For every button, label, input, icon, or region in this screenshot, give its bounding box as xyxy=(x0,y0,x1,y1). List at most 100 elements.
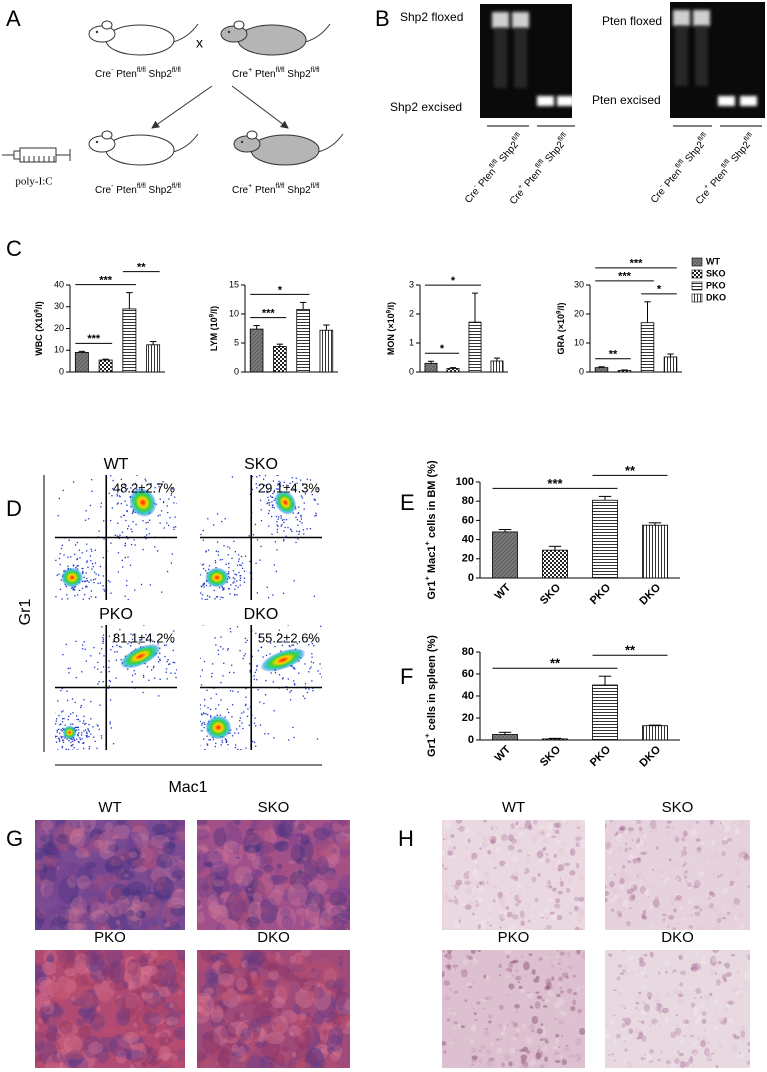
tissue-texture xyxy=(636,901,637,903)
tissue-texture xyxy=(656,992,659,994)
tissue-texture xyxy=(574,905,579,911)
event-dot xyxy=(77,749,78,750)
event-dot xyxy=(86,736,87,737)
tissue-texture xyxy=(83,1014,94,1024)
event-dot xyxy=(254,723,255,724)
event-dot xyxy=(369,642,370,643)
event-dot xyxy=(86,562,87,563)
event-dot xyxy=(206,690,207,691)
tissue-texture xyxy=(575,902,579,906)
tissue-texture xyxy=(513,1066,516,1070)
event-dot xyxy=(242,568,243,569)
tissue-texture xyxy=(323,1030,327,1036)
tissue-texture xyxy=(613,873,615,876)
cross-symbol: x xyxy=(196,35,203,51)
event-dot xyxy=(166,522,167,523)
event-dot xyxy=(201,758,202,759)
tissue-texture xyxy=(507,1025,508,1027)
event-dot xyxy=(195,593,196,594)
event-dot xyxy=(222,597,223,598)
tissue-texture xyxy=(196,900,200,906)
event-dot xyxy=(175,516,176,517)
tissue-texture xyxy=(642,876,646,882)
event-dot xyxy=(215,708,216,709)
event-dot xyxy=(262,656,263,657)
event-dot xyxy=(39,776,40,777)
event-dot xyxy=(274,507,275,508)
event-dot xyxy=(100,672,101,673)
event-dot xyxy=(68,750,69,751)
event-dot xyxy=(40,699,41,700)
event-dot xyxy=(97,724,98,725)
tissue-texture xyxy=(519,828,521,830)
gel-band-label: Shp2 excised xyxy=(390,100,462,114)
event-dot xyxy=(196,579,197,580)
tissue-texture xyxy=(650,952,654,958)
event-dot xyxy=(234,588,235,589)
event-dot xyxy=(131,531,132,532)
event-dot xyxy=(101,648,102,649)
event-dot xyxy=(75,604,76,605)
tissue-texture xyxy=(551,976,554,980)
event-dot xyxy=(55,596,56,597)
tissue-texture xyxy=(519,904,521,906)
event-dot xyxy=(237,756,238,757)
event-dot xyxy=(93,647,94,648)
event-dot xyxy=(189,528,190,529)
tissue-texture xyxy=(522,956,524,958)
event-dot xyxy=(293,737,294,738)
tissue-texture xyxy=(735,829,740,835)
group-label: PKO xyxy=(99,606,133,623)
event-dot xyxy=(37,632,38,633)
tissue-texture xyxy=(313,828,330,841)
tissue-texture xyxy=(661,1007,664,1010)
tissue-texture xyxy=(650,1025,651,1027)
event-dot xyxy=(47,579,48,580)
label-part: Cre xyxy=(508,187,527,207)
event-dot xyxy=(132,513,133,514)
tissue-texture xyxy=(510,1047,516,1054)
event-dot xyxy=(75,727,76,728)
event-dot xyxy=(62,747,63,748)
tissue-texture xyxy=(281,1046,289,1051)
tissue-texture xyxy=(628,847,632,849)
event-dot xyxy=(201,598,202,599)
event-dot xyxy=(336,522,337,523)
tissue-texture xyxy=(620,1004,626,1007)
significance-label: * xyxy=(440,343,445,355)
gel-smear xyxy=(514,28,527,88)
event-dot xyxy=(33,721,34,722)
label-part: Pten xyxy=(521,166,544,191)
tissue-texture xyxy=(495,899,499,901)
event-dot xyxy=(180,753,181,754)
tissue-texture xyxy=(531,834,537,843)
tissue-texture xyxy=(724,999,726,1002)
tissue-texture xyxy=(582,986,584,989)
event-dot xyxy=(274,710,275,711)
event-dot xyxy=(230,690,231,691)
event-dot xyxy=(204,749,205,750)
event-dot xyxy=(237,749,238,750)
event-dot xyxy=(381,667,382,668)
event-dot xyxy=(290,529,291,530)
tissue-texture xyxy=(488,1061,489,1062)
tissue-texture xyxy=(720,822,722,824)
event-dot xyxy=(41,684,42,685)
tissue-texture xyxy=(467,879,468,881)
event-dot xyxy=(294,770,295,771)
mouse-label: Cre- Ptenfl/fl Shp2fl/fl xyxy=(95,67,181,80)
event-dot xyxy=(119,496,120,497)
event-dot xyxy=(91,479,92,480)
event-dot xyxy=(70,757,71,758)
event-dot xyxy=(128,599,129,600)
tissue-texture xyxy=(233,815,241,825)
event-dot xyxy=(252,741,253,742)
event-dot xyxy=(307,692,308,693)
tissue-texture xyxy=(671,859,673,860)
bar xyxy=(297,309,310,372)
event-dot xyxy=(225,796,226,797)
tissue-texture xyxy=(552,888,556,892)
tissue-texture xyxy=(617,977,621,981)
event-dot xyxy=(72,741,73,742)
gel-band xyxy=(740,96,757,106)
